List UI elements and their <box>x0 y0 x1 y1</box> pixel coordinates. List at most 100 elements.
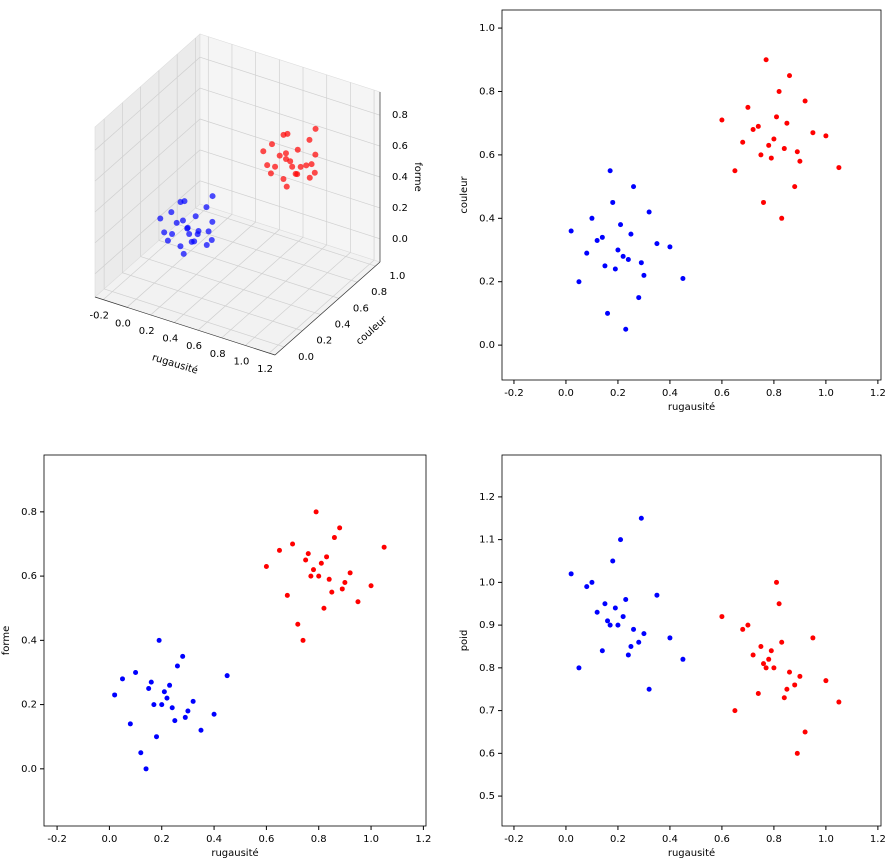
grid-line <box>221 244 327 339</box>
point <box>179 217 186 224</box>
point <box>667 635 673 641</box>
grid-line <box>140 256 321 315</box>
point <box>802 98 808 104</box>
point <box>316 573 322 579</box>
grid-line <box>94 87 201 182</box>
subplot-3d: -0.20.00.20.40.60.81.01.20.00.20.40.60.8… <box>90 33 423 377</box>
point <box>836 699 842 705</box>
z-axis-label: forme <box>412 162 423 191</box>
x-tick-label: 1.0 <box>363 834 379 845</box>
point <box>177 199 184 206</box>
point <box>615 622 621 628</box>
point <box>169 705 175 711</box>
point <box>802 729 808 735</box>
y-tick-label: 0.9 <box>479 620 495 631</box>
point <box>761 661 767 667</box>
y-tick-label: 0.2 <box>21 700 37 711</box>
grid-line <box>199 180 381 240</box>
point <box>810 635 816 641</box>
point <box>745 104 751 110</box>
x-tick-label: 1.0 <box>818 834 834 845</box>
x-tick-label: -0.2 <box>504 388 524 399</box>
point <box>283 183 290 190</box>
y-tick-label: 1.0 <box>389 271 405 282</box>
point <box>133 669 139 675</box>
y-tick-label: 0.2 <box>479 277 495 288</box>
point <box>792 682 798 688</box>
point <box>638 515 644 521</box>
point <box>628 231 634 237</box>
y-tick-label: 0.0 <box>298 352 314 363</box>
y-tick-label: 0.8 <box>21 507 37 518</box>
point <box>740 626 746 632</box>
z-tick-label: 0.0 <box>392 234 408 245</box>
point <box>781 146 787 152</box>
point <box>268 141 275 148</box>
point <box>143 766 149 772</box>
point <box>610 558 616 564</box>
point <box>306 174 313 181</box>
subplot: -0.2 0.0 0.2 0.4 0.6 0.8 1.0 1.2 0.5 0.6 0.7 0.8 0.9… <box>459 454 886 859</box>
point <box>203 204 210 211</box>
z-tick-label: 0.6 <box>392 141 408 152</box>
point <box>768 648 774 654</box>
y-tick-label: 0.8 <box>371 287 387 298</box>
y-axis-label: poid <box>459 630 470 652</box>
point <box>313 509 319 515</box>
x-tick-label: 0.6 <box>258 834 274 845</box>
x-tick-label: -0.2 <box>504 834 524 845</box>
grid-line <box>104 288 285 348</box>
point <box>280 175 287 182</box>
point <box>282 156 289 163</box>
x-tick-label: 0.8 <box>766 388 782 399</box>
point <box>641 631 647 637</box>
x-tick-label: 0.0 <box>558 388 574 399</box>
point <box>667 244 673 250</box>
point <box>297 163 304 170</box>
point <box>112 692 118 698</box>
point <box>148 679 154 685</box>
point <box>654 241 660 247</box>
point <box>607 168 613 174</box>
point <box>620 614 626 620</box>
x-tick-label: 0.0 <box>558 834 574 845</box>
point <box>180 653 186 659</box>
grid-line <box>103 206 209 300</box>
point <box>224 673 230 679</box>
point <box>321 605 327 611</box>
y-tick-label: 1.0 <box>479 577 495 588</box>
point <box>191 238 198 245</box>
y-tick-label: 1.1 <box>479 535 495 546</box>
point <box>719 614 725 620</box>
x-tick-label: 0.4 <box>662 388 678 399</box>
z-tick-label: 0.4 <box>392 172 408 183</box>
point <box>303 162 310 169</box>
x-tick-label: -0.2 <box>47 834 67 845</box>
grid-line <box>126 214 233 308</box>
point <box>763 665 769 671</box>
point <box>205 228 212 235</box>
point <box>294 146 301 153</box>
point <box>164 237 171 244</box>
point <box>127 721 133 727</box>
point <box>823 678 829 684</box>
point <box>750 652 756 658</box>
y-axis-label: couleur <box>354 314 390 348</box>
point <box>157 215 164 222</box>
y-tick-label: 0.0 <box>21 764 37 775</box>
point <box>618 222 624 228</box>
point <box>623 596 629 602</box>
point <box>638 260 644 266</box>
y-tick-label: 0.6 <box>21 571 37 582</box>
point <box>607 622 613 628</box>
point <box>771 136 777 142</box>
point <box>680 656 686 662</box>
point <box>786 73 792 79</box>
x-tick-label: 0.2 <box>139 326 155 337</box>
point <box>766 656 772 662</box>
point <box>599 648 605 654</box>
axes-frame <box>501 454 882 827</box>
point <box>119 676 125 682</box>
subplot: -0.2 0.0 0.2 0.4 0.6 0.8 1.0 1.2 0.0 0.2 0.4 0.6 0.8… <box>1 454 431 859</box>
point <box>646 686 652 692</box>
